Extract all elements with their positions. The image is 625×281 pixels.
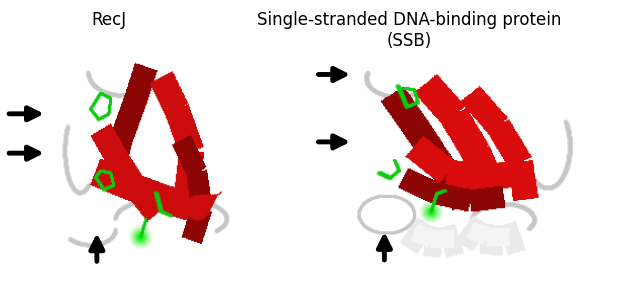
Text: RecJ: RecJ (92, 11, 127, 29)
Text: Single-stranded DNA-binding protein
(SSB): Single-stranded DNA-binding protein (SSB… (258, 11, 562, 50)
